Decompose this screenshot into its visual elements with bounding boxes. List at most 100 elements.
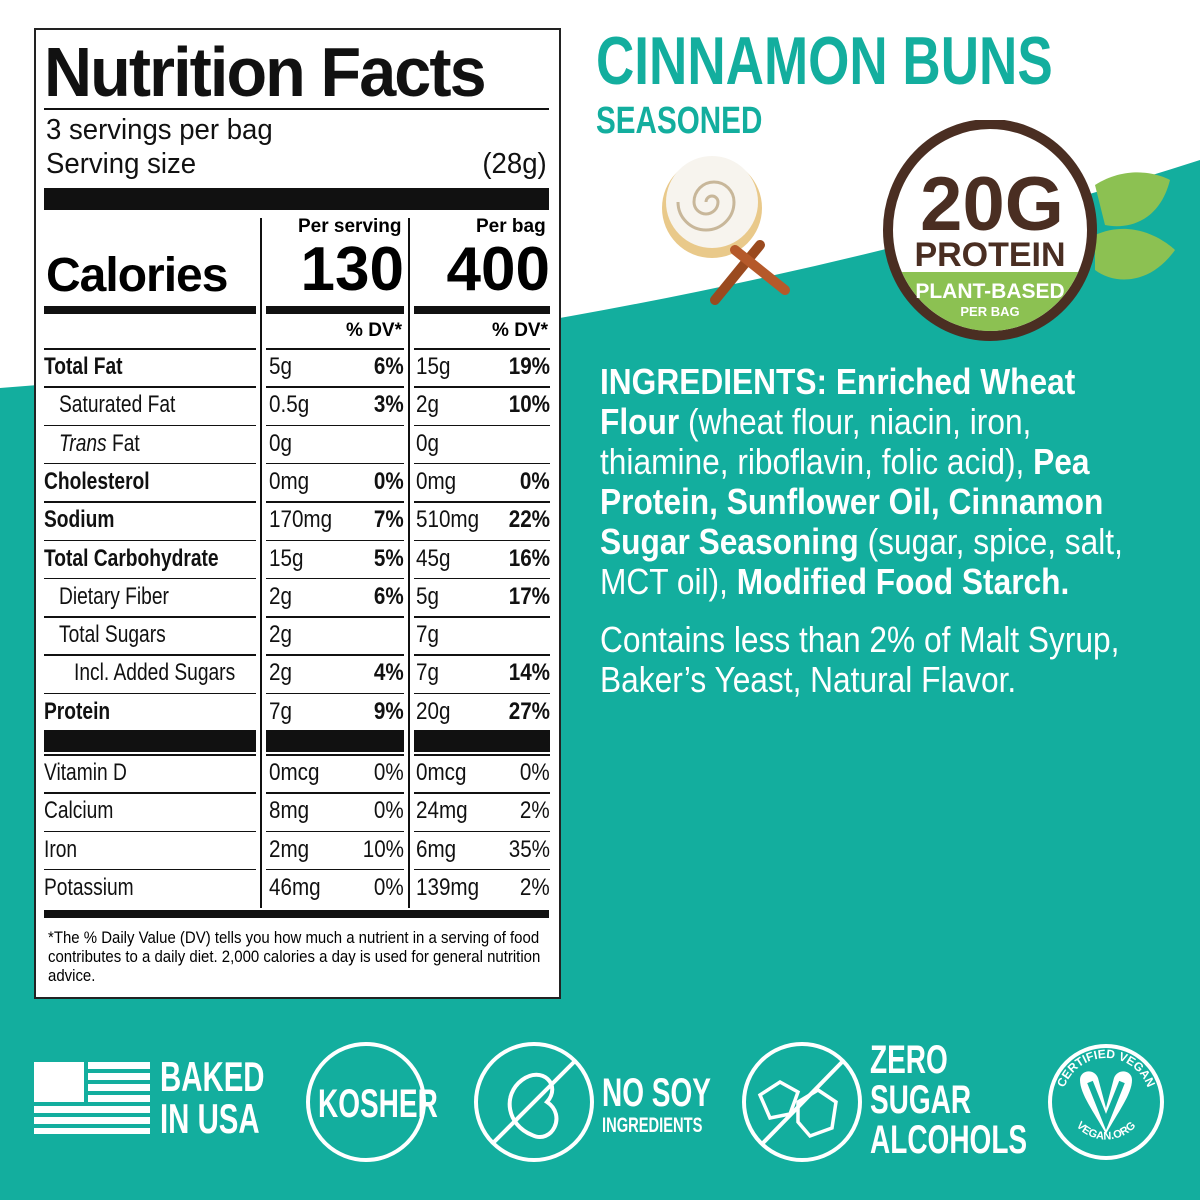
ingredient-segment: INGREDIENTS: Enriched Wheat Flour bbox=[600, 361, 1076, 442]
row-divider bbox=[266, 868, 404, 871]
daily-value: 14% bbox=[502, 654, 550, 692]
amount: 5g bbox=[416, 578, 443, 616]
row-divider bbox=[44, 868, 256, 871]
amount: 2mg bbox=[269, 831, 316, 869]
daily-value: 7% bbox=[369, 501, 404, 539]
nutrient-row: Saturated Fat 0.5g 3% 2g 10% bbox=[36, 386, 563, 424]
baked-in-usa-line1: BAKED bbox=[160, 1053, 265, 1100]
cell-text: 15g bbox=[416, 353, 451, 380]
row-divider bbox=[44, 754, 256, 756]
row-divider bbox=[44, 386, 256, 388]
nutrient-name-text: Potassium bbox=[44, 873, 134, 901]
cell-text: 0% bbox=[374, 873, 404, 901]
nutrient-row: Cholesterol 0mg 0% 0mg 0% bbox=[36, 463, 563, 501]
daily-value: 0% bbox=[369, 754, 404, 792]
amount: 7g bbox=[416, 616, 443, 654]
row-divider bbox=[266, 577, 404, 580]
cell-text: 10% bbox=[362, 835, 404, 863]
cell-text: 6mg bbox=[416, 835, 457, 863]
zero-line3: ALCOHOLS bbox=[870, 1118, 1028, 1162]
cell-text: 15g bbox=[269, 544, 304, 572]
no-soy-line1: NO SOY bbox=[602, 1071, 711, 1115]
plant-based-label: PLANT-BASED bbox=[915, 280, 1064, 303]
certified-vegan-logo: CERTIFIED VEGAN VEGAN.ORG bbox=[1048, 1044, 1164, 1160]
cell-text: 20g bbox=[416, 697, 451, 725]
kosher-badge-icon bbox=[306, 1042, 426, 1162]
serving-size-label: Serving size bbox=[46, 148, 197, 180]
ingredients-panel: INGREDIENTS: Enriched Wheat Flour (wheat… bbox=[600, 362, 1163, 700]
amount: 20g bbox=[416, 693, 456, 731]
row-divider bbox=[266, 616, 404, 618]
cell-text: 0% bbox=[374, 797, 404, 825]
dv-header-bag: % DV* bbox=[492, 320, 548, 341]
row-divider bbox=[266, 539, 404, 541]
vitamin-row: Iron 2mg 10% 6mg 35% bbox=[36, 831, 563, 869]
cell-text: 9% bbox=[374, 697, 404, 725]
no-soy-line2: INGREDIENTS bbox=[602, 1114, 703, 1137]
thick-divider bbox=[44, 730, 256, 752]
row-divider bbox=[414, 577, 550, 580]
cell-text: 6% bbox=[374, 582, 404, 610]
amount: 2g bbox=[269, 616, 296, 654]
nutrient-name: Sodium bbox=[44, 501, 132, 539]
nutrient-name-text: Total Sugars bbox=[59, 621, 166, 649]
thick-divider bbox=[44, 910, 549, 918]
cell-text: 0% bbox=[374, 759, 404, 786]
cell-text: 2% bbox=[520, 873, 550, 901]
thick-divider bbox=[266, 306, 404, 314]
nutrient-name-text: Saturated Fat bbox=[59, 391, 176, 419]
row-divider bbox=[266, 386, 404, 388]
row-divider bbox=[44, 830, 256, 833]
cell-text: 2g bbox=[269, 659, 292, 687]
cell-text: 17% bbox=[508, 582, 550, 610]
daily-value: 16% bbox=[502, 540, 550, 578]
nutrient-name: Trans Fat bbox=[59, 425, 160, 463]
nutrient-name-text: Dietary Fiber bbox=[59, 582, 169, 610]
no-soy-icon bbox=[474, 1042, 594, 1162]
daily-value: 10% bbox=[502, 386, 550, 424]
cell-text: 10% bbox=[508, 391, 550, 419]
daily-value: 35% bbox=[502, 831, 550, 869]
nutrient-row: Total Carbohydrate 15g 5% 45g 16% bbox=[36, 540, 563, 578]
cell-text: 0mcg bbox=[269, 759, 320, 786]
cell-text: 139mg bbox=[416, 873, 480, 901]
zero-line1: ZERO bbox=[870, 1038, 948, 1082]
cinnamon-bun-image bbox=[662, 156, 790, 305]
calories-label: Calories bbox=[46, 249, 228, 302]
cell-text: 22% bbox=[508, 506, 550, 534]
nutrient-name: Potassium bbox=[44, 869, 156, 907]
daily-value: 10% bbox=[356, 831, 404, 869]
cell-text: 27% bbox=[508, 697, 550, 725]
nutrient-row: Protein 7g 9% 20g 27% bbox=[36, 693, 563, 731]
cell-text: 6% bbox=[374, 353, 404, 380]
cell-text: 19% bbox=[508, 353, 550, 380]
cell-text: 7g bbox=[416, 659, 439, 687]
ingredient-segment: Pea Protein, Sunflower Oil, Cinnamon Sug… bbox=[600, 441, 1104, 562]
cell-text: 2% bbox=[520, 797, 550, 825]
row-divider bbox=[414, 616, 550, 618]
ingredients-text: INGREDIENTS: Enriched Wheat Flour (wheat… bbox=[600, 362, 1163, 602]
row-divider bbox=[414, 348, 550, 350]
column-divider bbox=[260, 218, 262, 908]
nutrient-name: Protein bbox=[44, 693, 127, 731]
row-divider bbox=[266, 501, 404, 503]
row-divider bbox=[414, 501, 550, 503]
cell-text: 8mg bbox=[269, 797, 310, 825]
row-divider bbox=[266, 654, 404, 656]
cell-text: 0.5g bbox=[269, 391, 310, 419]
cell-text: 5g bbox=[416, 582, 439, 610]
thick-divider bbox=[44, 188, 549, 210]
footnote: *The % Daily Value (DV) tells you how mu… bbox=[48, 928, 541, 985]
cell-text: 14% bbox=[508, 659, 550, 687]
cell-text: 16% bbox=[508, 544, 550, 572]
amount: 5g bbox=[269, 348, 296, 386]
cell-text: 7g bbox=[416, 621, 439, 649]
daily-value: 27% bbox=[502, 693, 550, 731]
daily-value: 0% bbox=[515, 463, 550, 501]
row-divider bbox=[414, 868, 550, 871]
nutrient-name: Cholesterol bbox=[44, 463, 176, 501]
row-divider bbox=[44, 792, 256, 794]
row-divider bbox=[44, 616, 256, 618]
amount: 2g bbox=[416, 386, 443, 424]
nutrient-name-text: Iron bbox=[44, 835, 78, 863]
